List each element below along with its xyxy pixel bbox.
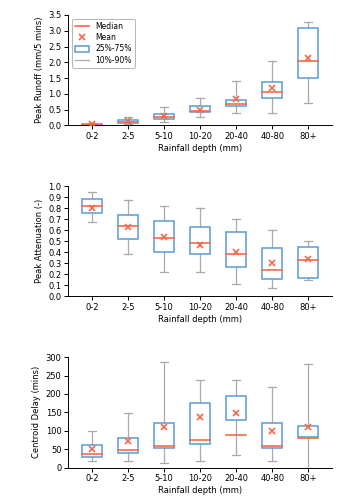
X-axis label: Rainfall depth (mm): Rainfall depth (mm) [158,486,242,495]
Legend: Median, Mean, 25%-75%, 10%-90%: Median, Mean, 25%-75%, 10%-90% [72,19,134,68]
Bar [226,100,246,106]
Bar [82,444,102,457]
Bar [82,200,102,212]
Bar [190,403,210,444]
X-axis label: Rainfall depth (mm): Rainfall depth (mm) [158,315,242,324]
Bar [298,426,318,438]
Bar [118,438,138,453]
Bar [226,232,246,266]
Bar [226,396,246,419]
X-axis label: Rainfall depth (mm): Rainfall depth (mm) [158,144,242,153]
Bar [154,114,174,119]
Bar [154,422,174,448]
Bar [298,28,318,78]
Bar [262,424,282,448]
Bar [262,248,282,279]
Bar [118,215,138,239]
Y-axis label: Centroid Delay (mins): Centroid Delay (mins) [32,366,41,458]
Bar [154,222,174,252]
Y-axis label: Peak Runoff (mm/5 mins): Peak Runoff (mm/5 mins) [35,17,44,124]
Y-axis label: Peak Attenuation (-): Peak Attenuation (-) [35,199,44,283]
Bar [262,82,282,98]
Bar [190,106,210,112]
Bar [190,227,210,254]
Bar [118,120,138,123]
Bar [298,247,318,278]
Bar [82,124,102,126]
